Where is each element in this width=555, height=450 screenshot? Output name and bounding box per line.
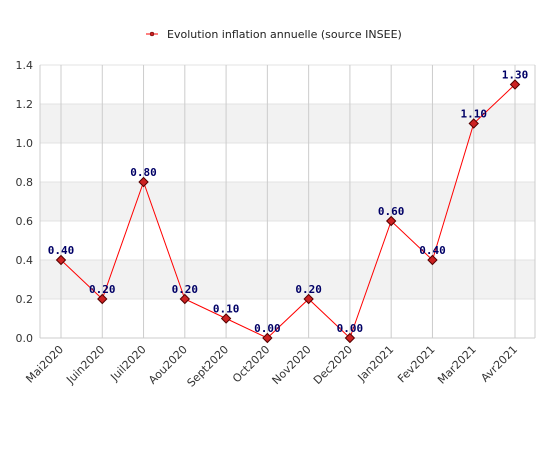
data-label: 0.60 [378, 205, 405, 218]
x-tick-label: Avr2021 [478, 343, 520, 385]
gridlines [39, 64, 536, 339]
data-label: 0.40 [48, 244, 75, 257]
background-band [40, 182, 535, 221]
series-line [60, 84, 516, 339]
series-markers [55, 79, 521, 344]
x-tick-label: Dec2020 [311, 343, 355, 387]
x-tick-label: Sept2020 [185, 343, 232, 390]
x-tick-label: Mai2020 [23, 343, 66, 386]
y-tick-label: 0.8 [16, 176, 34, 189]
y-tick-label: 0.4 [16, 254, 34, 267]
y-tick-label: 0.2 [16, 293, 34, 306]
legend-marker-swatch [149, 31, 155, 37]
data-point-marker [138, 176, 149, 188]
data-point-marker [262, 332, 273, 344]
x-tick-label: Juil2020 [107, 343, 148, 384]
data-label: 0.80 [130, 166, 157, 179]
data-point-marker [385, 215, 397, 227]
data-point-marker [220, 313, 232, 324]
y-tick-label: 1.4 [16, 59, 34, 72]
data-label: 0.10 [213, 303, 240, 316]
x-tick-label: Oct2020 [230, 343, 272, 385]
data-point-marker [509, 79, 521, 90]
x-tick-label: Fev2021 [395, 343, 437, 385]
x-tick-label: Mar2021 [435, 343, 479, 387]
data-point-marker [468, 118, 479, 129]
background-band [40, 104, 535, 143]
background-bands [40, 104, 535, 299]
legend: Evolution inflation annuelle (source INS… [146, 28, 402, 41]
data-point-marker [427, 254, 438, 266]
data-label: 0.00 [337, 322, 364, 335]
x-tick-label: Nov2020 [270, 343, 314, 387]
y-tick-label: 1.0 [16, 137, 34, 150]
x-tick-label: Jan2021 [355, 343, 397, 385]
data-label: 0.40 [419, 244, 446, 257]
data-label: 0.20 [89, 283, 116, 296]
x-tick-label: Juin2020 [63, 343, 107, 387]
data-point-marker [303, 293, 314, 305]
legend-label: Evolution inflation annuelle (source INS… [167, 28, 402, 41]
data-point-marker [97, 293, 108, 305]
data-point-marker [344, 332, 356, 344]
y-tick-label: 0.6 [16, 215, 34, 228]
data-point-marker [55, 254, 67, 266]
y-tick-label: 0.0 [16, 332, 34, 345]
data-label: 0.00 [254, 322, 281, 335]
background-band [40, 260, 535, 299]
data-label: 1.30 [502, 69, 529, 82]
data-label: 1.10 [460, 108, 487, 121]
data-label: 0.20 [295, 283, 322, 296]
y-axis-ticks: 0.0 0.2 0.4 0.6 0.8 1.0 1.2 1.4 [16, 59, 34, 345]
data-point-marker [179, 293, 191, 305]
data-label: 0.20 [172, 283, 199, 296]
y-tick-label: 1.2 [16, 98, 34, 111]
data-labels: 0.40 0.20 0.80 0.20 0.10 0.00 0.20 0.00 0.60 0.40… [48, 69, 529, 336]
